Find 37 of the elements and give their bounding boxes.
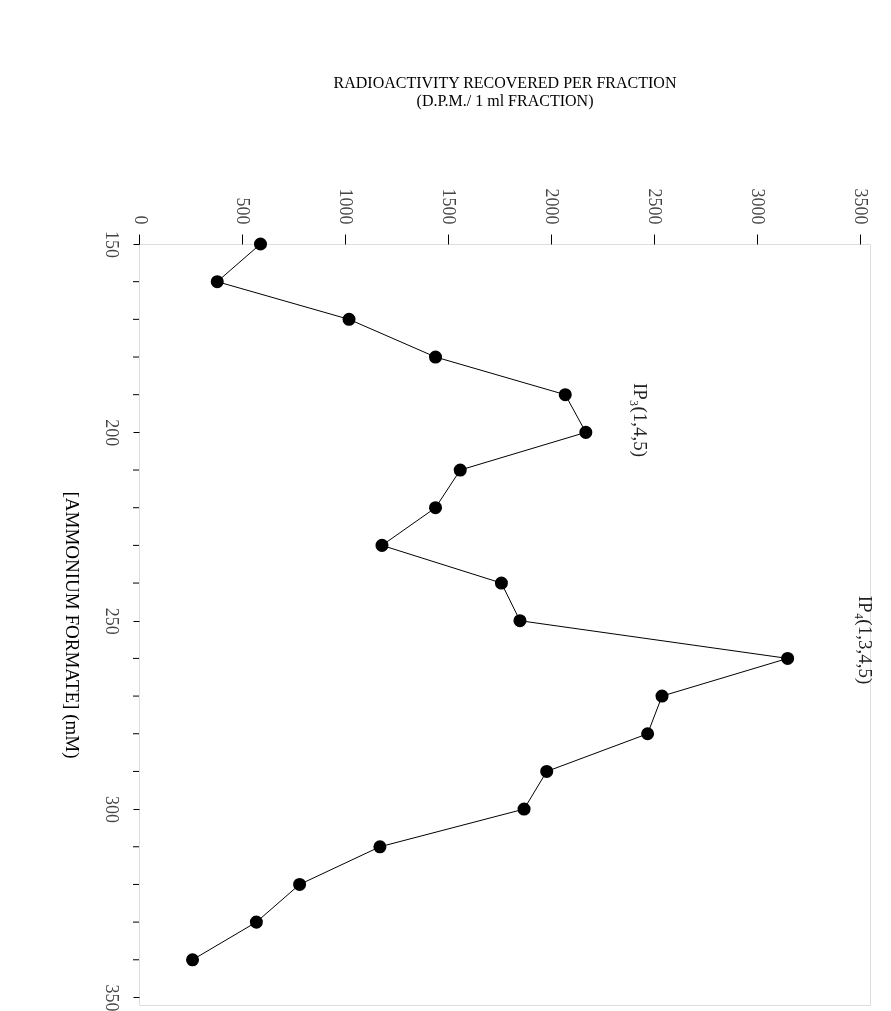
- point: [558, 388, 572, 402]
- x-tick-label: 3500: [851, 188, 872, 225]
- x-tick-label: 1500: [439, 188, 460, 225]
- point: [429, 350, 443, 364]
- point: [453, 463, 467, 477]
- y-tick-label: 350: [101, 984, 122, 1011]
- point: [375, 538, 389, 552]
- annotation: IP₃(1,4,5): [629, 382, 651, 458]
- point: [641, 727, 655, 741]
- point: [253, 237, 268, 251]
- x-tick-label: 2500: [645, 188, 666, 225]
- x-tick-label: 0: [130, 215, 151, 225]
- x-tick-label: 3000: [748, 188, 769, 225]
- point: [540, 764, 554, 778]
- y-tick-label: 200: [101, 419, 122, 447]
- x-tick-label: 2000: [542, 188, 563, 225]
- annotation: IP₄(1,3,4,5): [854, 595, 876, 685]
- x-tick-label: 500: [233, 197, 254, 225]
- point: [781, 651, 795, 665]
- point: [373, 840, 387, 854]
- point: [249, 915, 263, 929]
- point: [579, 425, 593, 439]
- y-tick-label: 250: [101, 607, 122, 635]
- point: [494, 576, 508, 590]
- point: [517, 802, 531, 816]
- y-tick-label: 300: [101, 796, 122, 824]
- y-axis-title: [AMMONIUM FORMATE] (mM): [60, 491, 83, 759]
- x-tick-label: 1000: [336, 188, 357, 225]
- point: [210, 275, 224, 289]
- point: [293, 877, 307, 891]
- point: [186, 953, 200, 967]
- point: [429, 501, 443, 515]
- x-axis-title: RADIOACTIVITY RECOVERED PER FRACTION (D.P.M./ 1 ml FRACTION): [333, 73, 677, 110]
- point: [655, 689, 669, 703]
- y-tick-label: 150: [101, 231, 122, 258]
- point: [342, 312, 356, 326]
- point: [513, 614, 527, 628]
